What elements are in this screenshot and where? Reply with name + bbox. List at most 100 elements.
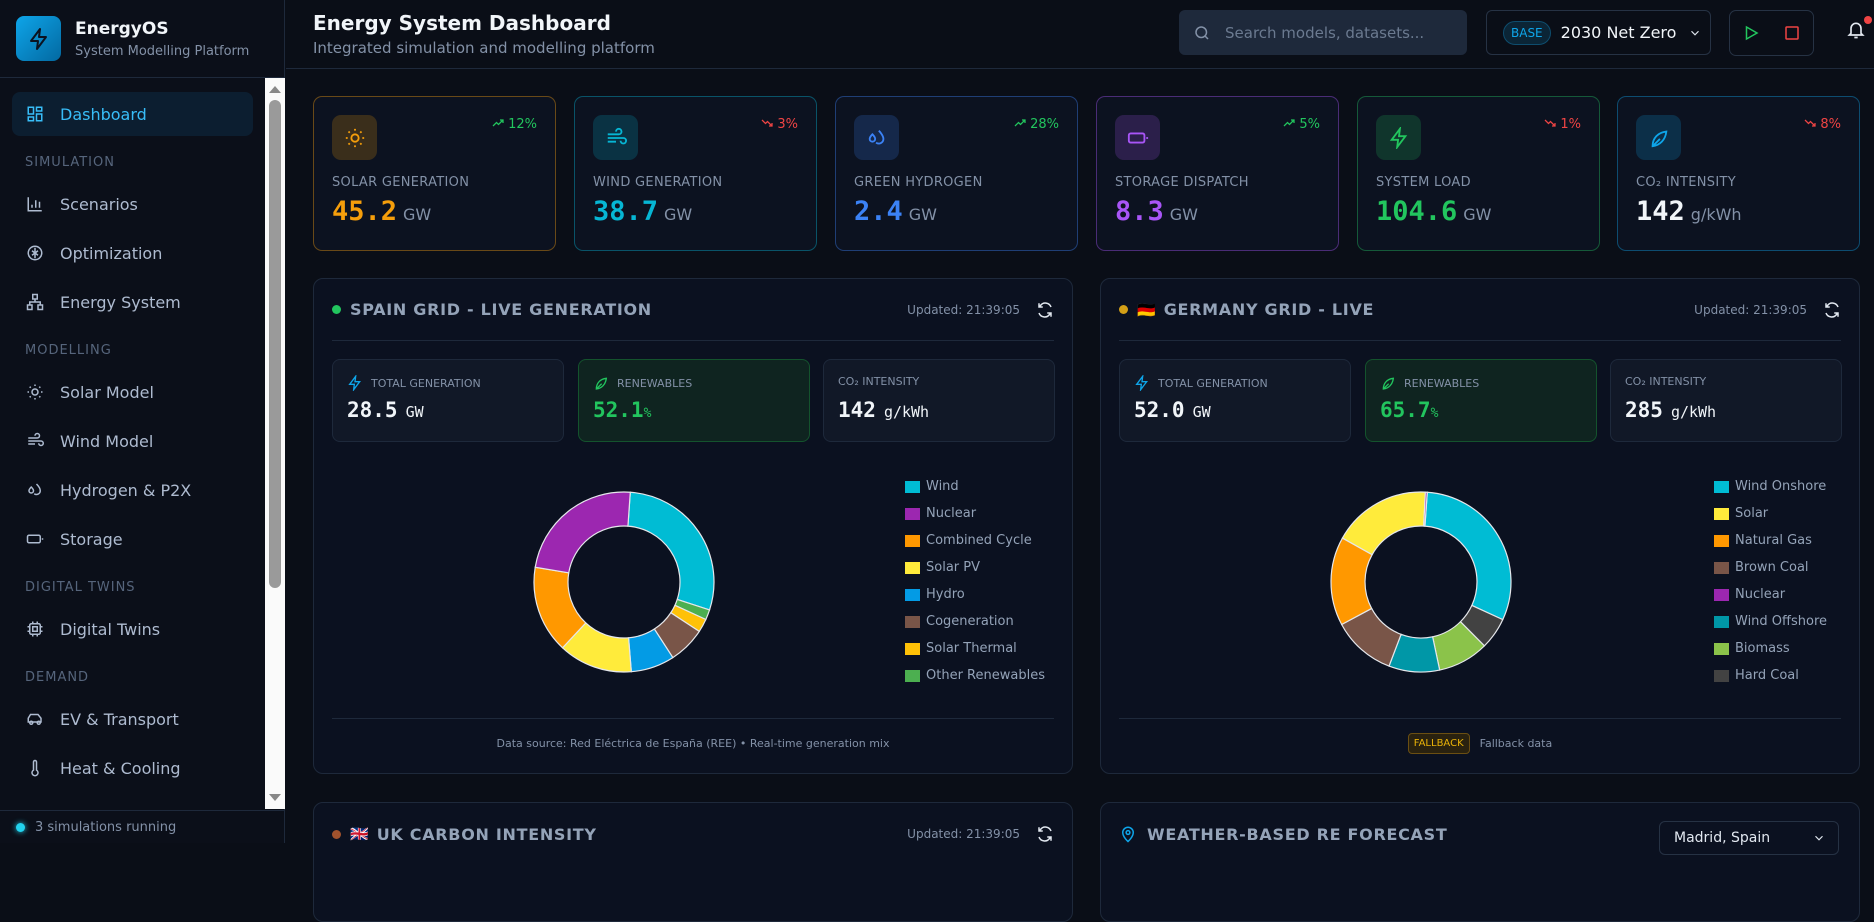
legend-item[interactable]: Wind Onshore — [1714, 473, 1827, 500]
search-input[interactable] — [1225, 23, 1445, 42]
legend-label: Solar Thermal — [926, 641, 1017, 656]
refresh-icon[interactable] — [1036, 825, 1054, 843]
sidebar-item-energy-system[interactable]: Energy System — [12, 280, 253, 324]
kpi-card[interactable]: 12% SOLAR GENERATION 45.2 GW — [313, 96, 556, 251]
sidebar-scrollbar[interactable] — [265, 78, 285, 809]
legend-item[interactable]: Combined Cycle — [905, 527, 1045, 554]
sidebar-item-ev-transport[interactable]: EV & Transport — [12, 697, 253, 741]
legend-item[interactable]: Cogeneration — [905, 608, 1045, 635]
legend-label: Other Renewables — [926, 668, 1045, 683]
donut-slice-nuclear[interactable] — [534, 491, 631, 574]
sidebar-item-scenarios[interactable]: Scenarios — [12, 182, 253, 226]
scenario-selector[interactable]: BASE 2030 Net Zero — [1486, 10, 1711, 55]
trend-up-icon — [492, 117, 504, 132]
refresh-icon[interactable] — [1823, 301, 1841, 319]
legend-swatch — [905, 561, 920, 574]
sun-icon — [27, 384, 43, 400]
scroll-down-arrow-icon[interactable] — [269, 794, 281, 801]
legend-label: Cogeneration — [926, 614, 1014, 629]
sidebar-item-storage[interactable]: Storage — [12, 517, 253, 561]
legend-item[interactable]: Solar Thermal — [905, 635, 1045, 662]
sidebar-item-hydrogen[interactable]: Hydrogen & P2X — [12, 468, 253, 512]
kpi-value: 45.2 — [332, 196, 398, 227]
network-icon — [26, 293, 44, 311]
stat-value: 285 — [1625, 398, 1663, 422]
kpi-value: 8.3 — [1115, 196, 1164, 227]
legend-item[interactable]: Other Renewables — [905, 662, 1045, 689]
kpi-card[interactable]: 8% CO₂ INTENSITY 142 g/kWh — [1617, 96, 1860, 251]
leaf-icon — [1636, 115, 1681, 160]
sidebar-item-label: Scenarios — [60, 194, 138, 214]
refresh-icon[interactable] — [1036, 301, 1054, 319]
legend-item[interactable]: Biomass — [1714, 635, 1827, 662]
legend-label: Wind — [926, 479, 959, 494]
brain-icon — [27, 245, 43, 261]
brand-name: EnergyOS — [75, 18, 169, 39]
play-button[interactable] — [1742, 24, 1760, 42]
legend-item[interactable]: Solar PV — [905, 554, 1045, 581]
sidebar-item-label: Heat & Cooling — [60, 758, 181, 778]
donut-slice-solar[interactable] — [1341, 491, 1426, 556]
zap-icon — [1376, 115, 1421, 160]
trend-value: 8% — [1820, 117, 1841, 132]
kpi-card[interactable]: 3% WIND GENERATION 38.7 GW — [574, 96, 817, 251]
notification-bell-icon[interactable] — [1846, 20, 1866, 40]
legend-label: Hard Coal — [1735, 668, 1799, 683]
donut-slice-wind[interactable] — [627, 491, 715, 611]
sidebar-item-label: Digital Twins — [60, 619, 161, 639]
legend-swatch — [905, 507, 920, 520]
location-value: Madrid, Spain — [1674, 830, 1771, 846]
sidebar-item-label: Solar Model — [60, 382, 154, 402]
kpi-value: 142 — [1636, 196, 1685, 227]
fallback-text: Fallback data — [1479, 737, 1553, 750]
panel-title: UK CARBON INTENSITY — [376, 824, 597, 844]
kpi-card[interactable]: 28% GREEN HYDROGEN 2.4 GW — [835, 96, 1078, 251]
search-box[interactable] — [1179, 10, 1467, 55]
sidebar-item-solar-model[interactable]: Solar Model — [12, 370, 253, 414]
legend-item[interactable]: Hydro — [905, 581, 1045, 608]
legend-item[interactable]: Brown Coal — [1714, 554, 1827, 581]
sidebar-item-label: Wind Model — [60, 431, 154, 451]
legend-item[interactable]: Natural Gas — [1714, 527, 1827, 554]
leaf-icon — [1382, 377, 1395, 390]
sidebar-item-heat-cooling[interactable]: Heat & Cooling — [12, 746, 253, 790]
kpi-value: 104.6 — [1376, 196, 1458, 227]
kpi-card[interactable]: 5% STORAGE DISPATCH 8.3 GW — [1096, 96, 1339, 251]
stat-value: 52.1 — [593, 398, 644, 422]
scroll-up-arrow-icon[interactable] — [269, 86, 281, 93]
stop-button[interactable] — [1783, 24, 1801, 42]
trend-value: 5% — [1299, 117, 1320, 132]
legend-item[interactable]: Wind — [905, 473, 1045, 500]
legend-item[interactable]: Nuclear — [905, 500, 1045, 527]
section-title-simulation: SIMULATION — [25, 155, 115, 170]
updated-time: Updated: 21:39:05 — [1694, 302, 1807, 317]
legend-label: Hydro — [926, 587, 965, 602]
scroll-thumb[interactable] — [269, 100, 281, 588]
kpi-card[interactable]: 1% SYSTEM LOAD 104.6 GW — [1357, 96, 1600, 251]
sidebar-item-optimization[interactable]: Optimization — [12, 231, 253, 275]
legend-item[interactable]: Nuclear — [1714, 581, 1827, 608]
location-select[interactable]: Madrid, Spain — [1659, 821, 1839, 855]
droplets-icon — [854, 115, 899, 160]
trend-indicator: 8% — [1804, 117, 1841, 132]
legend-label: Solar — [1735, 506, 1769, 521]
donut-slice-wind-onshore[interactable] — [1424, 491, 1512, 621]
search-icon — [1195, 25, 1209, 40]
sidebar-item-label: Storage — [60, 529, 123, 549]
sidebar-item-dashboard[interactable]: Dashboard — [12, 92, 253, 136]
stat-value: 28.5 — [347, 398, 398, 422]
sidebar-item-wind-model[interactable]: Wind Model — [12, 419, 253, 463]
trend-value: 3% — [777, 117, 798, 132]
legend-item[interactable]: Hard Coal — [1714, 662, 1827, 689]
thermometer-icon — [31, 759, 39, 777]
sidebar-item-digital-twins[interactable]: Digital Twins — [12, 607, 253, 651]
legend-label: Nuclear — [926, 506, 977, 521]
zap-icon — [1135, 375, 1148, 391]
legend-item[interactable]: Solar — [1714, 500, 1827, 527]
spain-legend: Wind Nuclear Combined Cycle Solar PV Hydro Co… — [905, 473, 1045, 689]
trend-indicator: 5% — [1283, 117, 1320, 132]
leaf-icon — [595, 377, 608, 390]
trend-up-icon — [1014, 117, 1026, 132]
legend-item[interactable]: Wind Offshore — [1714, 608, 1827, 635]
donut-slice-nuclear[interactable] — [1423, 491, 1428, 527]
